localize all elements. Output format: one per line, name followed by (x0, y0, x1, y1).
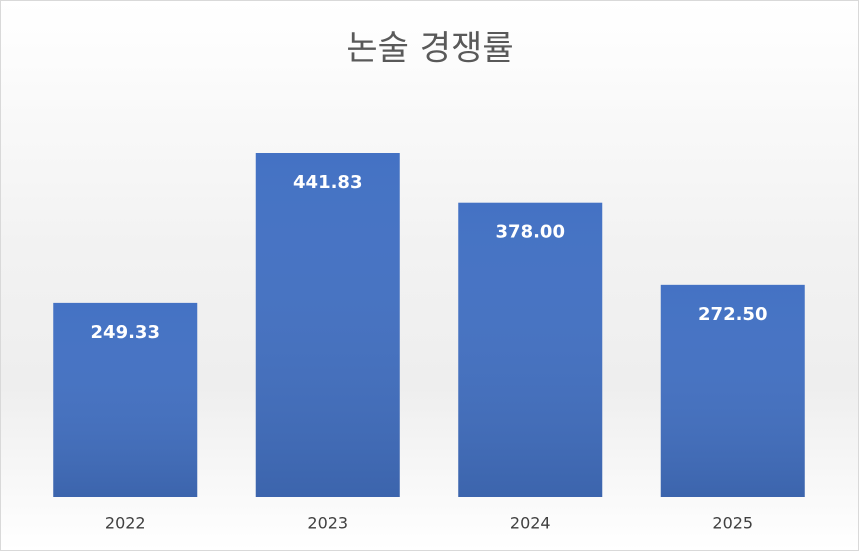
bar-shade (53, 302, 198, 497)
data-label: 249.33 (91, 322, 160, 343)
bar-shade (255, 153, 400, 497)
data-label: 378.00 (496, 222, 565, 243)
bar-shade (660, 284, 805, 497)
bar-shade (458, 202, 603, 497)
chart-title: 논술 경쟁률 (346, 29, 513, 69)
data-label: 441.83 (293, 172, 362, 193)
x-tick-label: 2025 (712, 514, 753, 533)
x-tick-label: 2023 (307, 514, 348, 533)
x-tick-label: 2024 (510, 514, 551, 533)
data-label: 272.50 (698, 304, 767, 325)
x-tick-label: 2022 (105, 514, 146, 533)
